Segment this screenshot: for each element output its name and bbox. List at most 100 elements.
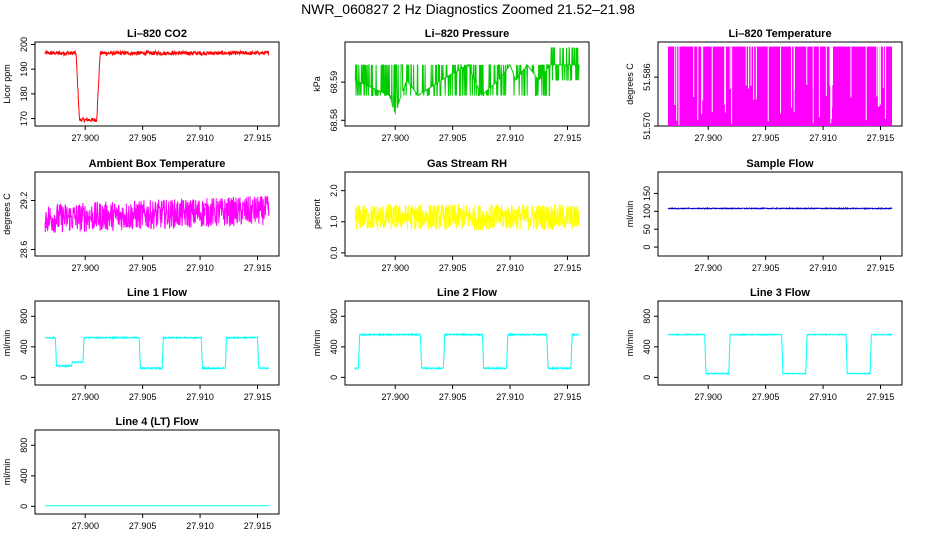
y-tick-label: 0: [19, 375, 29, 380]
x-tick-label: 27.900: [694, 392, 722, 402]
plot-frame: [657, 171, 903, 257]
x-tick-label: 27.905: [129, 521, 157, 531]
panel-title: Li–820 CO2: [127, 28, 187, 40]
plot-frame: [344, 300, 590, 386]
panel-title: Sample Flow: [746, 158, 814, 170]
x-tick-label: 27.905: [752, 392, 780, 402]
y-axis-label: ml/min: [2, 459, 12, 486]
panel-title: Li–820 Pressure: [425, 28, 509, 40]
series-line: [354, 203, 580, 231]
y-tick-label: 1.0: [329, 216, 339, 229]
plot-frame: [657, 300, 903, 386]
y-tick-label: 29.2: [19, 192, 29, 210]
x-tick-label: 27.900: [71, 392, 99, 402]
y-axis-label: ml/min: [312, 330, 322, 357]
series-line: [667, 206, 893, 211]
x-tick-label: 27.905: [439, 392, 467, 402]
x-tick-label: 27.915: [554, 392, 582, 402]
x-tick-label: 27.900: [381, 133, 409, 143]
series-line: [44, 195, 270, 233]
x-tick-label: 27.915: [554, 263, 582, 273]
panel-title: Ambient Box Temperature: [89, 158, 226, 170]
panel-title: Gas Stream RH: [427, 158, 507, 170]
x-tick-label: 27.915: [244, 521, 272, 531]
x-tick-label: 27.900: [71, 521, 99, 531]
plot-frame: [34, 300, 280, 386]
x-tick-label: 27.905: [129, 263, 157, 273]
x-tick-label: 27.910: [809, 392, 837, 402]
panel-line1_flow: Line 1 Flow ml/min 0 400 800 27.900 27.905 27.9…: [2, 287, 280, 402]
x-tick-label: 27.910: [186, 263, 214, 273]
panel-title: Li–820 Temperature: [728, 28, 831, 40]
y-tick-label: 400: [19, 468, 29, 483]
x-tick-label: 27.910: [809, 133, 837, 143]
panel-title: Line 3 Flow: [750, 287, 810, 299]
y-tick-label: 190: [19, 62, 29, 77]
y-axis-label: degrees C: [2, 193, 12, 235]
panel-li820_temp: Li–820 Temperature degrees C 51.570 51.586 2…: [625, 28, 903, 143]
y-tick-label: 180: [19, 86, 29, 101]
panel-title: Line 1 Flow: [127, 287, 187, 299]
y-tick-label: 400: [19, 339, 29, 354]
panel-pressure: Li–820 Pressure kPa 68.58 68.59 27.900 27.905…: [312, 28, 590, 143]
x-tick-label: 27.910: [496, 392, 524, 402]
y-tick-label: 800: [329, 309, 339, 324]
x-tick-label: 27.900: [71, 263, 99, 273]
plot-frame: [344, 171, 590, 257]
y-axis-label: kPa: [312, 76, 322, 92]
panel-line2_flow: Line 2 Flow ml/min 0 400 800 27.900 27.905 27.9…: [312, 287, 590, 402]
y-tick-label: 28.6: [19, 241, 29, 259]
y-tick-label: 68.58: [329, 109, 339, 132]
x-tick-label: 27.900: [381, 263, 409, 273]
y-tick-label: 0: [329, 375, 339, 380]
x-tick-label: 27.910: [186, 133, 214, 143]
plot-frame: [34, 429, 280, 515]
x-tick-label: 27.910: [496, 263, 524, 273]
x-tick-label: 27.915: [244, 392, 272, 402]
y-tick-label: 50: [642, 224, 652, 234]
x-tick-label: 27.910: [809, 263, 837, 273]
y-axis-label: degrees C: [625, 63, 635, 105]
y-axis-label: Licor ppm: [2, 64, 12, 104]
y-axis-label: percent: [312, 198, 322, 229]
panel-line3_flow: Line 3 Flow ml/min 0 400 800 27.900 27.905 27.9…: [625, 287, 903, 402]
y-tick-label: 800: [19, 309, 29, 324]
panel-sample_flow: Sample Flow ml/min 0 50 100 150 27.900 27.905 27…: [625, 158, 903, 273]
x-tick-label: 27.900: [694, 263, 722, 273]
plot-frame: [34, 171, 280, 257]
series-line: [44, 335, 270, 371]
x-tick-label: 27.910: [186, 392, 214, 402]
x-tick-label: 27.915: [867, 263, 895, 273]
x-tick-label: 27.910: [496, 133, 524, 143]
y-tick-label: 68.59: [329, 71, 339, 94]
x-tick-label: 27.900: [71, 133, 99, 143]
panel-gas_rh: Gas Stream RH percent 0.0 1.0 2.0 27.900 27.90…: [312, 158, 590, 273]
y-tick-label: 51.570: [642, 112, 652, 140]
x-tick-label: 27.915: [244, 263, 272, 273]
y-tick-label: 170: [19, 111, 29, 126]
y-tick-label: 0: [642, 375, 652, 380]
y-tick-label: 0: [19, 504, 29, 509]
y-tick-label: 400: [642, 339, 652, 354]
panel-title: Line 2 Flow: [437, 287, 497, 299]
x-tick-label: 27.905: [439, 263, 467, 273]
x-tick-label: 27.905: [129, 392, 157, 402]
y-tick-label: 400: [329, 339, 339, 354]
x-tick-label: 27.915: [867, 392, 895, 402]
y-tick-label: 100: [642, 204, 652, 219]
y-axis-label: ml/min: [625, 201, 635, 228]
y-axis-label: ml/min: [625, 330, 635, 357]
x-tick-label: 27.905: [752, 263, 780, 273]
x-tick-label: 27.900: [381, 392, 409, 402]
x-tick-label: 27.915: [867, 133, 895, 143]
x-tick-label: 27.910: [186, 521, 214, 531]
plot-frame: [34, 41, 280, 127]
plot-frame: [344, 41, 590, 127]
panel-line4_flow: Line 4 (LT) Flow ml/min 0 400 800 27.900 27.90…: [2, 416, 280, 531]
series-line: [44, 49, 270, 124]
x-tick-label: 27.905: [752, 133, 780, 143]
y-tick-label: 200: [19, 37, 29, 52]
figure-title: NWR_060827 2 Hz Diagnostics Zoomed 21.52…: [301, 1, 635, 17]
y-tick-label: 0.0: [329, 247, 339, 260]
